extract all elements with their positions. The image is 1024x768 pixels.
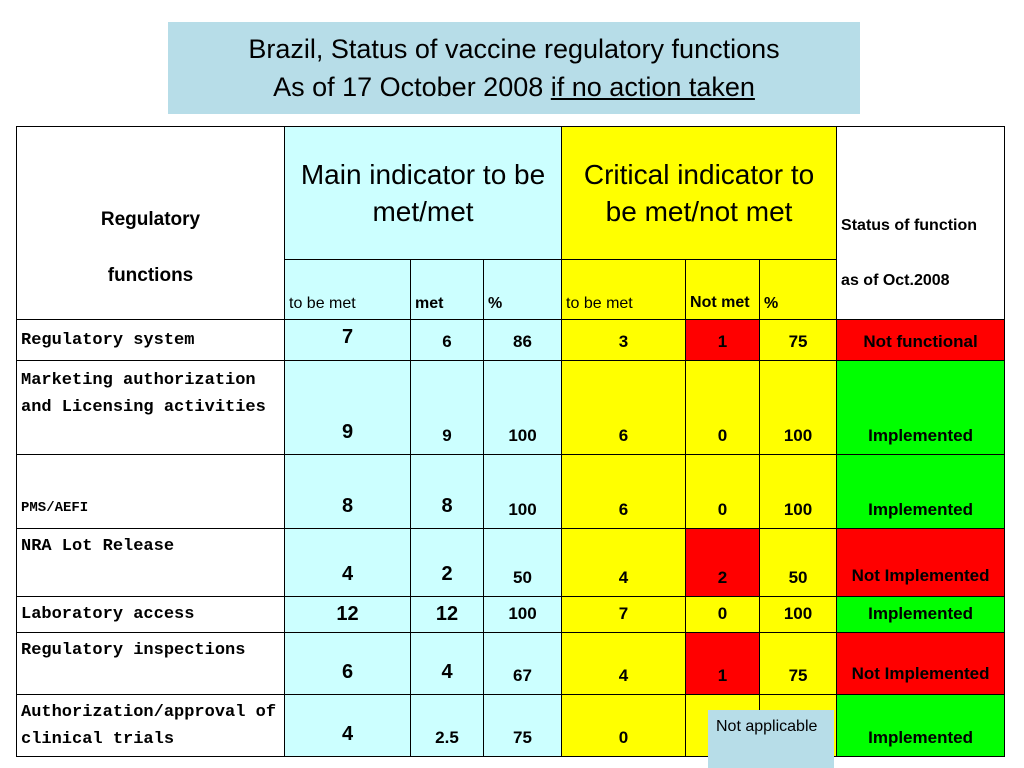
crit-not-met: 0 (685, 360, 761, 455)
status-badge: Not functional (836, 319, 1006, 361)
table-row: Regulatory system 7 6 86 3 1 75 Not func… (16, 319, 1006, 361)
crit-to-be-met: 6 (561, 454, 687, 529)
function-name: Marketing authorization and Licensing ac… (16, 360, 285, 455)
regulatory-functions-header: Regulatory functions (16, 126, 285, 320)
title-line-2: As of 17 October 2008 if no action taken (168, 68, 860, 106)
main-met: 4 (410, 632, 484, 695)
crit-to-be-met-header: to be met (561, 259, 687, 320)
regulatory-table: Regulatory functions Main indicator to b… (16, 126, 1006, 757)
crit-not-met: 2 (685, 528, 761, 597)
table-row: Marketing authorization and Licensing ac… (16, 360, 1006, 455)
function-name: PMS/AEFI (16, 454, 285, 529)
main-pct: 86 (482, 319, 563, 361)
crit-not-met: 0 (685, 454, 761, 529)
main-to-be-met: 4 (284, 528, 411, 597)
main-met-header: met (410, 259, 484, 320)
functions-label: functions (107, 265, 194, 286)
crit-to-be-met: 7 (561, 596, 687, 633)
main-pct: 100 (482, 454, 563, 529)
main-met: 12 (410, 596, 484, 633)
crit-to-be-met: 0 (561, 694, 687, 757)
crit-pct-header: % (759, 259, 838, 320)
function-name: Authorization/approval of clinical trial… (16, 694, 285, 757)
main-to-be-met: 9 (284, 360, 411, 455)
function-name: NRA Lot Release (16, 528, 285, 597)
regulatory-label: Regulatory (100, 209, 201, 230)
status-badge: Implemented (836, 454, 1006, 529)
crit-not-met: 1 (685, 319, 761, 361)
main-indicator-header: Main indicator to be met/met (283, 126, 563, 260)
title-box: Brazil, Status of vaccine regulatory fun… (168, 22, 860, 114)
status-header: Status of function as of Oct.2008 (836, 126, 1006, 320)
crit-not-met: 1 (685, 632, 761, 695)
crit-pct: 75 (759, 632, 838, 695)
table-row: Laboratory access 12 12 100 7 0 100 Impl… (16, 596, 1006, 633)
crit-pct: 50 (759, 528, 838, 597)
main-pct: 100 (482, 360, 563, 455)
crit-pct: 100 (759, 596, 838, 633)
main-met: 6 (410, 319, 484, 361)
main-to-be-met: 6 (284, 632, 411, 695)
function-name: Regulatory inspections (16, 632, 285, 695)
crit-to-be-met: 4 (561, 528, 687, 597)
status-of-function-label: Status of function (841, 217, 978, 234)
table-row: Regulatory inspections 6 4 67 4 1 75 Not… (16, 632, 1006, 695)
status-badge: Not Implemented (836, 528, 1006, 597)
crit-not-met-header: Not met (685, 259, 761, 320)
main-pct: 50 (482, 528, 563, 597)
crit-to-be-met: 4 (561, 632, 687, 695)
main-to-be-met-header: to be met (284, 259, 411, 320)
status-badge: Implemented (836, 596, 1006, 633)
not-applicable-note: Not applicable (708, 710, 834, 768)
main-met: 8 (410, 454, 484, 529)
table-row: PMS/AEFI 8 8 100 6 0 100 Implemented (16, 454, 1006, 529)
table-row: Authorization/approval of clinical trial… (16, 694, 1006, 757)
main-to-be-met: 12 (284, 596, 411, 633)
main-pct: 75 (482, 694, 563, 757)
status-badge: Not Implemented (836, 632, 1006, 695)
main-pct: 67 (482, 632, 563, 695)
crit-pct: 75 (759, 319, 838, 361)
title-emphasis: if no action taken (550, 72, 755, 102)
function-name: Regulatory system (16, 319, 285, 361)
crit-pct: 100 (759, 454, 838, 529)
title-line-1: Brazil, Status of vaccine regulatory fun… (248, 34, 780, 64)
main-to-be-met: 7 (284, 319, 411, 361)
main-pct-header: % (482, 259, 563, 320)
main-met: 9 (410, 360, 484, 455)
critical-indicator-header: Critical indicator to be met/not met (561, 126, 838, 260)
crit-to-be-met: 6 (561, 360, 687, 455)
main-met: 2 (410, 528, 484, 597)
main-met: 2.5 (410, 694, 484, 757)
table-row: NRA Lot Release 4 2 50 4 2 50 Not Implem… (16, 528, 1006, 597)
status-badge: Implemented (836, 694, 1006, 757)
as-of-label: as of Oct.2008 (841, 272, 950, 289)
crit-not-met: 0 (685, 596, 761, 633)
main-to-be-met: 8 (284, 454, 411, 529)
crit-pct: 100 (759, 360, 838, 455)
title-date: As of 17 October 2008 (273, 72, 551, 102)
main-pct: 100 (482, 596, 563, 633)
crit-to-be-met: 3 (561, 319, 687, 361)
status-badge: Implemented (836, 360, 1006, 455)
function-name: Laboratory access (16, 596, 285, 633)
main-to-be-met: 4 (284, 694, 411, 757)
